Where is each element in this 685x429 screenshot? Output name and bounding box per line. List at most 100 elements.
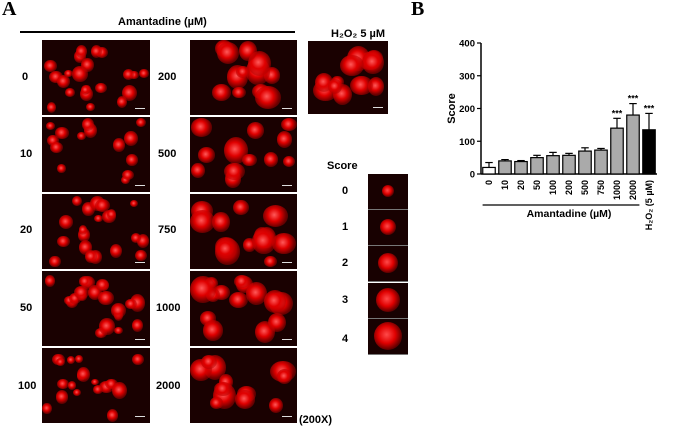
score-level: 1 [342, 221, 349, 233]
comet-spot [264, 255, 277, 267]
micrograph-200 [190, 40, 297, 115]
comet-spot [378, 253, 398, 273]
magnification-label: (200X) [299, 414, 333, 426]
x-tick-label: 10 [500, 180, 510, 190]
comet-spot [93, 214, 104, 223]
scale-bar [135, 184, 145, 186]
micrograph-50 [42, 271, 150, 346]
comet-spot [282, 156, 295, 167]
comet-spot [74, 354, 84, 364]
score-image-2 [368, 246, 408, 282]
comet-spot [232, 86, 246, 98]
comet-spot [57, 164, 66, 173]
comet-spot [126, 154, 138, 166]
comet-spot [124, 131, 138, 147]
comet-spot [113, 138, 125, 152]
comet-spot [132, 353, 145, 366]
bar [562, 154, 576, 175]
comet-spot [201, 354, 218, 369]
x-tick-label: 50 [532, 180, 542, 190]
scale-bar [373, 106, 383, 108]
comet-spot [280, 117, 297, 131]
comet-spot [74, 285, 90, 300]
comet-spot [135, 117, 146, 128]
comet-spot [350, 75, 373, 96]
y-tick-label: 300 [459, 71, 475, 82]
panel-a-letter: A [2, 0, 17, 20]
comet-spot [191, 162, 206, 179]
comet-spot [49, 70, 63, 83]
comet-spot [190, 275, 217, 303]
score-image-4 [368, 319, 408, 355]
comet-spot [56, 235, 70, 248]
scale-bar [135, 415, 145, 417]
bar [514, 160, 528, 175]
comet-spot [262, 205, 289, 228]
score-title: Score [327, 160, 358, 172]
comet-spot [81, 117, 94, 131]
x-tick-label: 20 [516, 180, 526, 190]
y-tick-label: 100 [459, 137, 475, 148]
y-tick-label: 0 [470, 170, 475, 181]
comet-spot [252, 229, 276, 254]
dose-label: 100 [18, 380, 37, 392]
comet-spot [47, 134, 59, 147]
scale-bar [282, 107, 292, 109]
comet-spot [233, 199, 249, 215]
comet-spot [77, 132, 86, 141]
comet-spot [64, 69, 74, 78]
comet-spot [58, 214, 74, 229]
score-level: 4 [342, 333, 349, 345]
comet-spot [96, 278, 109, 291]
h2o2-label: H₂O₂ 5 µM [331, 28, 386, 40]
comet-spot [72, 389, 82, 396]
dose-label: 1000 [156, 302, 181, 314]
comet-spot [98, 290, 114, 306]
comet-spot [190, 118, 212, 137]
comet-spot [380, 219, 396, 235]
comet-spot [327, 78, 342, 94]
micrograph-0 [42, 40, 150, 115]
score-image-0 [368, 174, 408, 210]
comet-spot [238, 41, 257, 62]
comet-spot [90, 45, 103, 59]
micrograph-2000 [190, 348, 297, 423]
comet-spot [276, 131, 293, 148]
significance-label: *** [644, 103, 655, 113]
comet-spot [105, 378, 118, 390]
panel-b-letter: B [411, 0, 425, 20]
x-tick-label: 100 [548, 180, 558, 195]
comet-spot [272, 233, 296, 254]
comet-spot [268, 397, 283, 413]
comet-spot [209, 397, 224, 409]
amantadine-header: Amantadine (µM) [118, 16, 207, 28]
score-level: 3 [342, 294, 349, 306]
comet-spot [72, 195, 82, 206]
comet-spot [68, 292, 81, 304]
comet-spot [109, 243, 122, 258]
comet-spot [42, 403, 52, 415]
comet-spot [121, 84, 138, 101]
scale-bar [135, 261, 145, 263]
comet-spot [106, 209, 117, 220]
scale-bar [282, 261, 292, 263]
comet-spot [246, 281, 268, 305]
scale-bar [135, 107, 145, 109]
y-axis-label: Score [446, 93, 458, 124]
comet-spot [255, 86, 281, 109]
micrograph-10 [42, 117, 150, 192]
comet-spot [122, 68, 135, 80]
score-level: 0 [342, 185, 349, 197]
dose-label: 2000 [156, 380, 181, 392]
comet-spot [241, 153, 258, 167]
comet-spot [84, 249, 97, 263]
comet-spot [212, 84, 231, 101]
micrograph-1000 [190, 271, 297, 346]
score-level: 2 [342, 257, 349, 269]
comet-spot [121, 169, 134, 181]
comet-spot [382, 185, 394, 197]
comet-spot [130, 232, 141, 243]
comet-spot [235, 390, 255, 409]
x-tick-label: 2000 [628, 180, 638, 200]
